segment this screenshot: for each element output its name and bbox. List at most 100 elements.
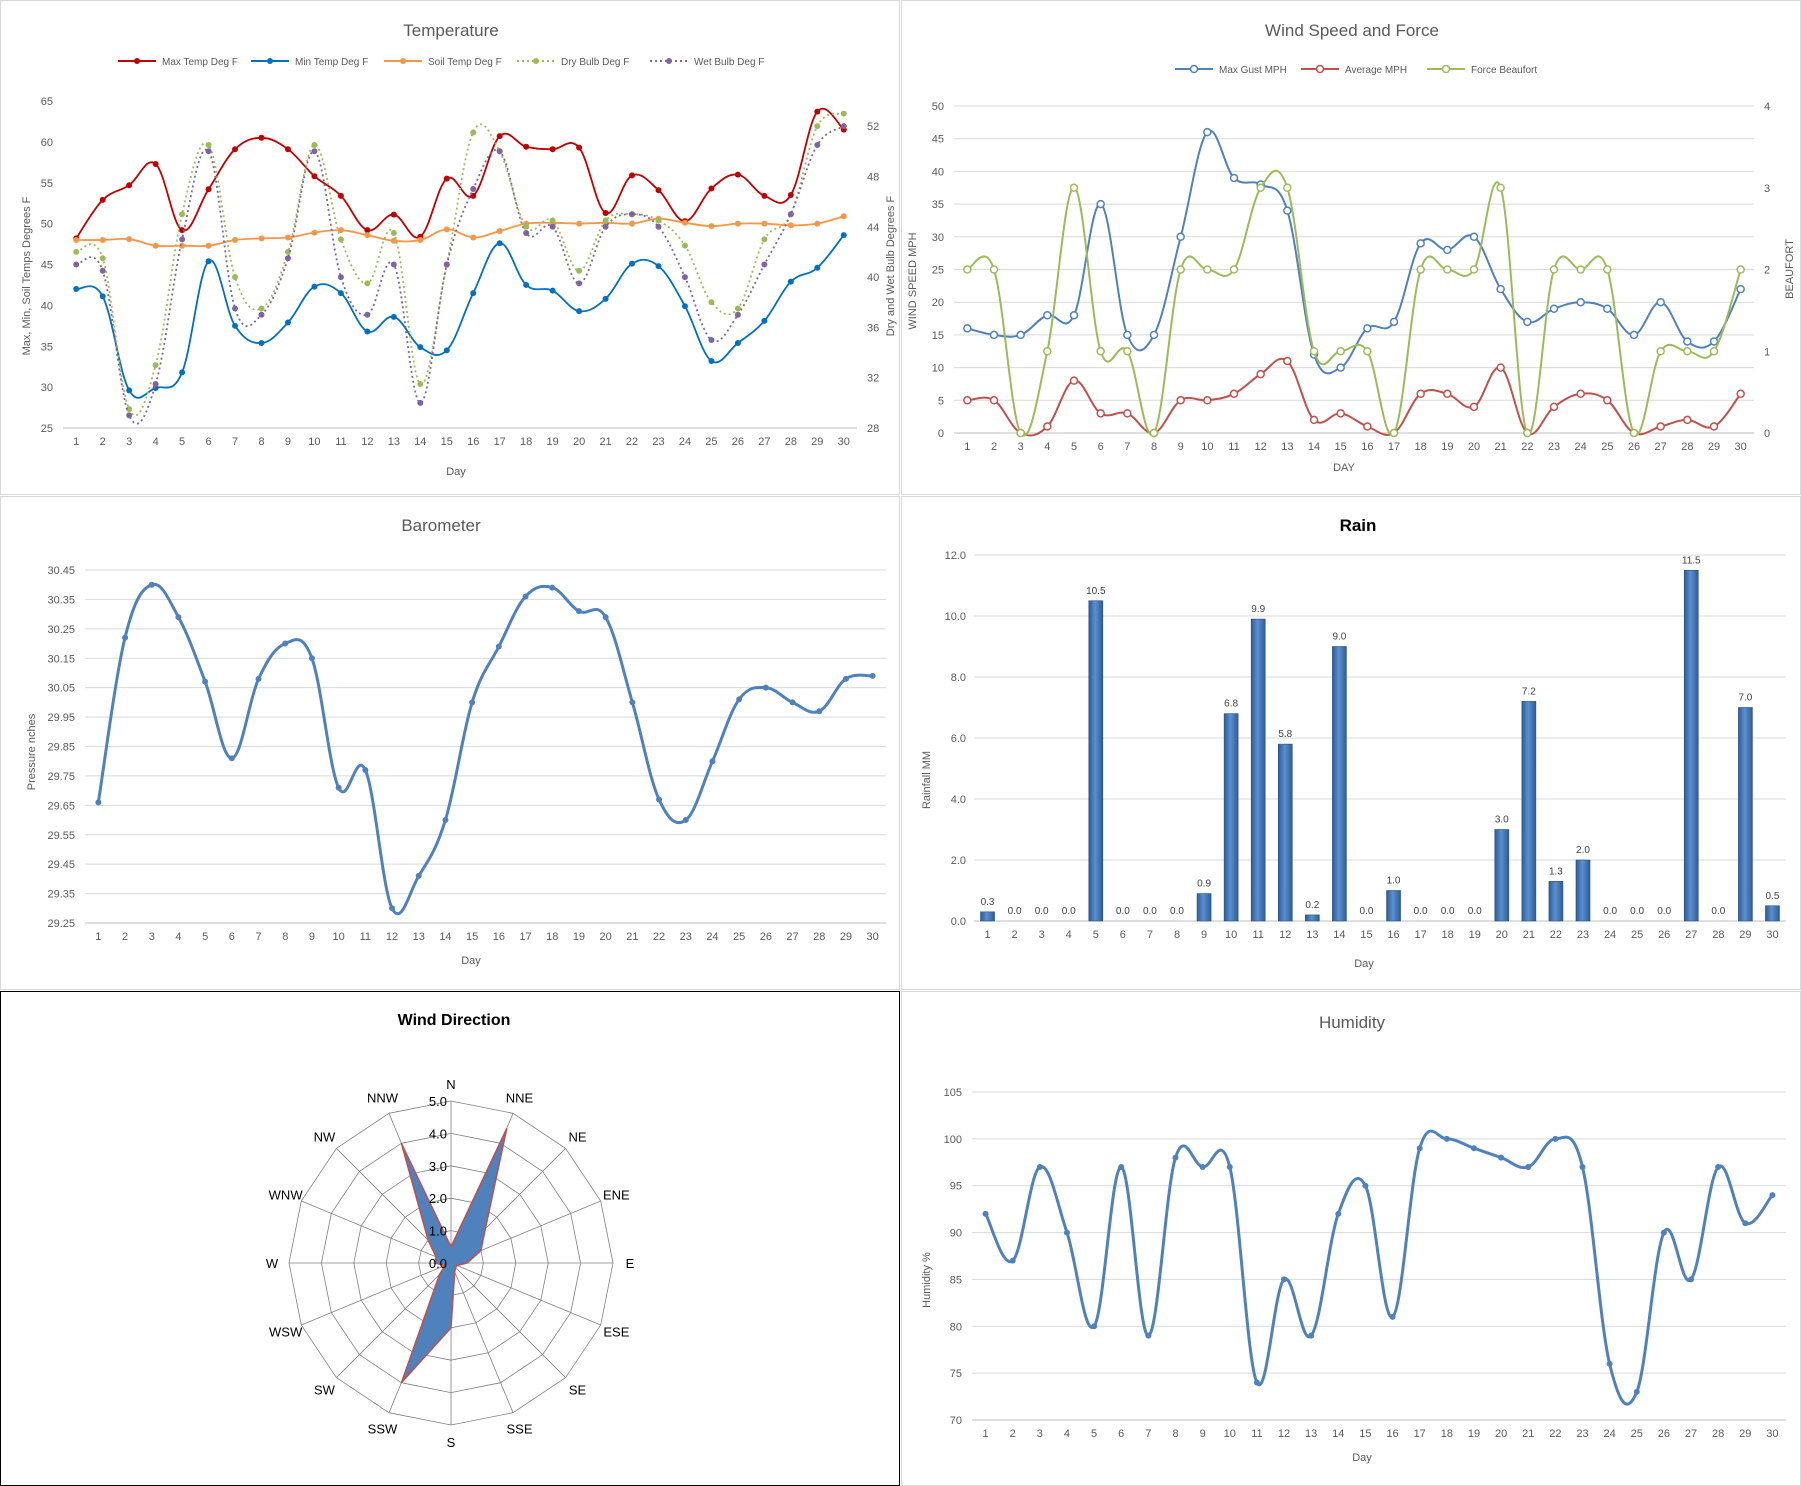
data-point <box>284 234 291 241</box>
data-point <box>99 293 106 300</box>
legend-marker <box>400 58 406 64</box>
data-point <box>228 755 235 762</box>
data-point <box>842 675 849 682</box>
category-label: NW <box>314 1129 336 1144</box>
x-tick-label: 11 <box>335 436 346 448</box>
data-point <box>205 258 212 265</box>
x-tick-label: 5 <box>1071 441 1077 453</box>
x-tick-label: 28 <box>813 931 825 943</box>
data-label: 0.0 <box>1657 906 1671 917</box>
data-point <box>417 399 424 406</box>
x-tick-label: 27 <box>1685 1428 1697 1440</box>
data-point <box>1633 1388 1640 1395</box>
data-point <box>1063 1229 1070 1236</box>
x-tick-label: 8 <box>1174 929 1180 941</box>
x-tick-label: 23 <box>1576 1428 1588 1440</box>
x-tick-label: 6 <box>1098 441 1104 453</box>
data-point <box>576 220 583 227</box>
x-tick-label: 15 <box>466 931 478 943</box>
x-tick-label: 1 <box>984 929 990 941</box>
x-tick-label: 24 <box>1604 1428 1616 1440</box>
data-point <box>549 223 556 230</box>
y-tick-label: 29.45 <box>47 859 75 871</box>
data-label: 11.5 <box>1682 555 1701 566</box>
y-tick-label: 95 <box>950 1181 962 1193</box>
data-point <box>495 643 502 650</box>
data-point <box>73 261 80 268</box>
temperature-chart-panel: Temperature Max Temp Deg F Min Temp Deg F… <box>0 0 900 495</box>
x-tick-label: 18 <box>1442 929 1454 941</box>
data-point <box>708 357 715 364</box>
data-point <box>1363 347 1372 356</box>
x-tick-label: 11 <box>1251 1428 1262 1440</box>
data-point <box>232 274 239 281</box>
y-tick-label: 20 <box>932 297 944 309</box>
data-point <box>655 223 662 230</box>
data-label: 1.3 <box>1549 866 1563 877</box>
data-point <box>1416 239 1425 248</box>
data-point <box>1656 297 1665 307</box>
x-tick-label: 14 <box>1333 929 1345 941</box>
x-tick-label: 24 <box>1575 441 1587 453</box>
x-axis-label: Day <box>461 955 481 967</box>
series-line <box>96 582 873 916</box>
y2-tick-label: 2 <box>1764 265 1770 277</box>
series-line <box>967 129 1742 375</box>
category-label: S <box>447 1435 456 1450</box>
data-point <box>1656 347 1665 356</box>
series-max-temp-deg-f <box>73 107 847 242</box>
data-point <box>1469 232 1479 242</box>
data-point <box>1470 1145 1477 1152</box>
data-point <box>417 380 424 387</box>
y-tick-label: 12.0 <box>945 550 966 562</box>
data-point <box>523 230 530 237</box>
x-tick-label: 26 <box>1628 441 1640 453</box>
data-point <box>761 220 768 227</box>
x-tick-label: 26 <box>1658 1428 1670 1440</box>
data-point <box>576 308 583 315</box>
x-tick-label: 1 <box>983 1428 989 1440</box>
data-point <box>496 227 503 234</box>
data-point <box>258 305 265 312</box>
x-tick-label: 25 <box>1601 441 1613 453</box>
data-point <box>126 412 133 419</box>
data-point <box>549 146 556 153</box>
y-tick-label: 29.55 <box>47 830 75 842</box>
data-point <box>442 817 449 824</box>
x-tick-label: 5 <box>1091 1428 1097 1440</box>
x-tick-label: 18 <box>1415 441 1427 453</box>
radar-spoke <box>301 1262 452 1326</box>
data-point <box>655 187 662 194</box>
data-point <box>390 211 397 218</box>
x-tick-label: 22 <box>1521 441 1533 453</box>
data-point <box>787 211 794 218</box>
x-tick-label: 14 <box>414 436 426 448</box>
data-point <box>1576 297 1585 307</box>
x-tick-label: 28 <box>1712 1428 1724 1440</box>
data-point <box>470 129 477 136</box>
data-point <box>1443 265 1452 274</box>
data-label: 0.5 <box>1766 891 1780 902</box>
x-tick-label: 7 <box>1145 1428 1151 1440</box>
data-point <box>470 186 477 193</box>
data-point <box>126 236 133 243</box>
data-point <box>734 220 741 227</box>
x-tick-label: 3 <box>126 436 132 448</box>
x-tick-label: 3 <box>1018 441 1024 453</box>
data-point <box>1069 183 1079 192</box>
y-tick-label: 0 <box>938 428 944 440</box>
data-point <box>814 123 821 130</box>
x-tick-label: 12 <box>1255 441 1267 453</box>
data-point <box>443 226 450 233</box>
x-tick-label: 1 <box>73 436 79 448</box>
x-tick-label: 29 <box>1739 929 1751 941</box>
x-tick-label: 26 <box>1658 929 1670 941</box>
data-point <box>989 265 999 274</box>
x-tick-label: 27 <box>1685 929 1697 941</box>
x-tick-label: 13 <box>388 436 400 448</box>
barometer-chart: Barometer 29.25 29.35 29.45 29.55 29.65 29.75… <box>26 516 886 967</box>
data-point <box>629 260 636 267</box>
data-label: 0.0 <box>1414 906 1428 917</box>
category-label: NNW <box>367 1091 399 1106</box>
series-line <box>75 112 845 417</box>
